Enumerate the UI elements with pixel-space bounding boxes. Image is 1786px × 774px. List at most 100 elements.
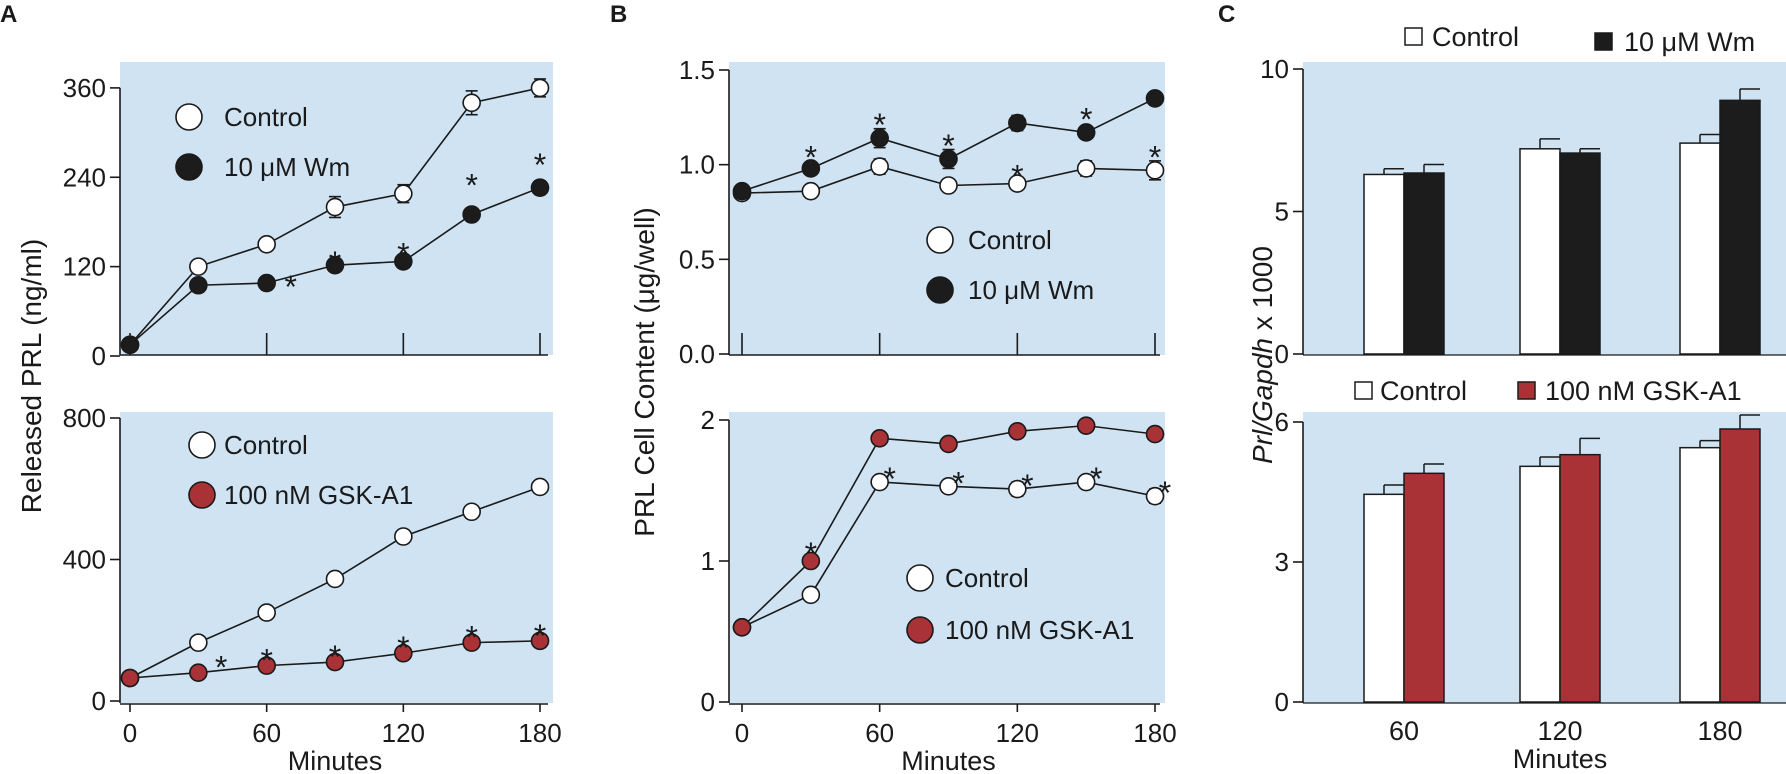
legend-marker-1 — [188, 481, 216, 509]
data-point-0 — [1008, 479, 1027, 499]
x-tick-label: 0 — [123, 718, 137, 748]
data-point-0 — [530, 477, 550, 497]
significance-marker: * — [1011, 159, 1023, 195]
data-point-1 — [120, 335, 140, 355]
legend-marker-0 — [906, 564, 934, 592]
data-point-1 — [257, 273, 276, 293]
data-point-1 — [530, 178, 550, 197]
x-tick-label: 120 — [1537, 716, 1582, 746]
legend-label-1: 100 nM GSK-A1 — [1545, 376, 1742, 406]
data-point-0 — [325, 569, 345, 589]
x-tick-label: 180 — [518, 718, 561, 748]
data-point-0 — [939, 476, 958, 496]
chart-a-bottom: 0 400 800 0 60 120 180 Minutes * * * * * * Control 100 … — [63, 403, 562, 774]
bar-1 — [1403, 172, 1445, 355]
y-tick-label: 400 — [63, 545, 106, 575]
data-point-0 — [870, 157, 889, 176]
data-point-1 — [257, 656, 276, 675]
data-point-0 — [394, 527, 413, 546]
data-point-0 — [462, 502, 481, 522]
significance-marker: * — [465, 620, 477, 656]
x-tick-label: 60 — [252, 718, 281, 748]
data-point-1 — [530, 631, 550, 651]
significance-marker: * — [805, 536, 817, 572]
data-point-0 — [189, 257, 208, 276]
data-point-1 — [394, 252, 413, 271]
panel-letter-a: A — [0, 1, 17, 28]
significance-marker: * — [1021, 468, 1033, 504]
legend-label-1: 100 nM GSK-A1 — [224, 480, 413, 510]
legend-label-1: 10 μM Wm — [968, 275, 1094, 305]
data-point-0 — [1008, 174, 1027, 193]
y-tick-label: 0.0 — [679, 339, 715, 369]
x-tick-label: 120 — [382, 718, 425, 748]
data-point-0 — [530, 78, 550, 98]
data-point-0 — [1076, 472, 1096, 492]
data-point-1 — [462, 205, 481, 224]
y-axis-label-italic: Prl/Gapdh — [1247, 338, 1278, 464]
x-tick-label: 0 — [735, 718, 749, 748]
y-tick-label: 2 — [701, 405, 715, 435]
legend-marker-0 — [1354, 381, 1373, 400]
y-axis-label-plain: x 1000 — [1247, 246, 1278, 338]
y-tick-label: 120 — [63, 252, 106, 282]
y-tick-label: 0 — [1275, 339, 1289, 369]
x-tick-label: 60 — [865, 718, 894, 748]
data-point-1 — [189, 275, 208, 295]
data-point-0 — [1145, 161, 1165, 180]
y-tick-label: 5 — [1275, 197, 1289, 227]
data-point-1 — [939, 434, 958, 454]
data-point-0 — [801, 585, 821, 605]
y-tick-label: 0 — [92, 686, 106, 716]
significance-marker: * — [942, 128, 954, 164]
data-point-0 — [394, 184, 413, 203]
legend-label-1: 100 nM GSK-A1 — [945, 615, 1134, 645]
data-point-1 — [120, 668, 140, 688]
y-axis-label: PRL Cell Content (μg/well) — [629, 207, 660, 536]
data-point-1 — [462, 633, 481, 652]
chart-c-bottom: 0 3 6 60 120 180 Minutes Control 100 nM GSK-A1 — [1275, 376, 1786, 774]
data-point-1 — [1008, 113, 1027, 133]
legend-label-0: Control — [1380, 376, 1467, 406]
legend-marker-1 — [175, 153, 203, 181]
y-tick-label: 10 — [1260, 54, 1289, 84]
data-point-1 — [732, 617, 752, 637]
y-tick-label: 0 — [92, 341, 106, 371]
bar-1 — [1403, 472, 1445, 703]
significance-marker: * — [1090, 461, 1102, 497]
y-axis-label: Prl/Gapdh x 1000 — [1247, 246, 1278, 464]
data-point-1 — [189, 663, 208, 683]
significance-marker: * — [1080, 101, 1092, 137]
y-tick-label: 0 — [1275, 687, 1289, 717]
y-tick-label: 1.0 — [679, 150, 715, 180]
significance-marker: * — [883, 461, 895, 497]
legend-label-0: Control — [1432, 22, 1519, 52]
data-point-0 — [462, 93, 481, 113]
bar-0 — [1519, 148, 1561, 355]
legend-marker-1 — [906, 616, 934, 644]
data-point-1 — [939, 149, 958, 169]
legend-marker-1 — [1594, 32, 1613, 51]
legend-label-0: Control — [945, 563, 1029, 593]
data-point-0 — [801, 181, 821, 201]
significance-marker: * — [465, 168, 477, 204]
legend-marker-0 — [1404, 27, 1423, 46]
data-point-1 — [801, 159, 821, 178]
legend-label-1: 10 μM Wm — [224, 152, 350, 182]
data-point-0 — [939, 176, 958, 195]
chart-c-top: 0 5 10 Control 10 μM Wm Prl/Gapdh x 1000 — [1247, 22, 1786, 464]
data-point-1 — [870, 128, 889, 148]
bar-1 — [1559, 453, 1601, 703]
bar-1 — [1559, 152, 1601, 355]
bar-0 — [1519, 465, 1561, 703]
significance-marker: * — [534, 618, 546, 654]
bar-0 — [1363, 493, 1405, 703]
data-point-1 — [801, 551, 821, 571]
y-tick-label: 3 — [1275, 547, 1289, 577]
data-point-0 — [1145, 486, 1165, 506]
x-tick-label: 180 — [1697, 716, 1742, 746]
bar-0 — [1363, 173, 1405, 355]
significance-marker: * — [1149, 139, 1161, 175]
legend-label-0: Control — [968, 225, 1052, 255]
